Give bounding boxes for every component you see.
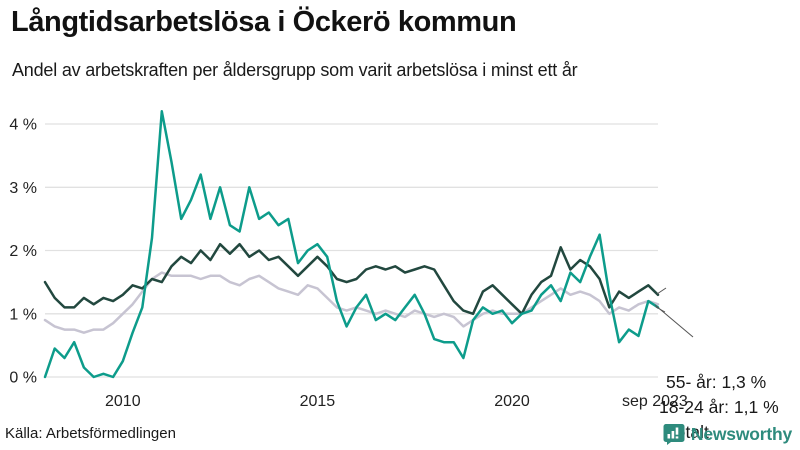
x-tick-label: 2020: [494, 393, 530, 410]
newsworthy-brand[interactable]: Newsworthy: [663, 423, 792, 445]
newsworthy-brand-text: Newsworthy: [690, 423, 792, 444]
series-end-label-55-ar: 55- år: 1,3 %: [666, 372, 767, 392]
label-leader-line: [654, 304, 694, 338]
logo-exclamation-bar: [675, 427, 679, 435]
x-tick-label: 2010: [105, 393, 141, 410]
logo-bar-short: [667, 434, 671, 439]
line-chart-canvas: 0 % 1 % 2 % 3 % 4 % 2010 2015 2020 sep 2023: [9, 110, 694, 410]
x-tick-label: 2015: [300, 393, 336, 410]
series-end-label-18-24-ar: 18-24 år: 1,1 %: [659, 397, 779, 417]
series-line-18-24-r: [43, 110, 660, 379]
chart-title: Långtidsarbetslösa i Öckerö kommun: [11, 6, 517, 38]
chart-area: 0 % 1 % 2 % 3 % 4 % 2010 2015 2020 sep 2023 55- …: [0, 95, 800, 441]
y-tick-label: 1 %: [9, 306, 37, 323]
series-line-55-r: [43, 242, 660, 316]
chart-subtitle: Andel av arbetskraften per åldersgrupp s…: [12, 60, 578, 80]
x-tick-label: sep 2023: [622, 393, 688, 410]
y-tick-label: 0 %: [9, 370, 37, 387]
y-tick-label: 2 %: [9, 243, 37, 260]
logo-bar-medium: [671, 431, 675, 439]
y-tick-label: 3 %: [9, 180, 37, 197]
label-leader-line: [656, 287, 667, 295]
newsworthy-logo-icon: [663, 424, 685, 445]
y-tick-label: 4 %: [9, 117, 37, 134]
logo-exclamation-dot: [675, 436, 679, 439]
source-caption: Källa: Arbetsförmedlingen: [5, 425, 176, 442]
